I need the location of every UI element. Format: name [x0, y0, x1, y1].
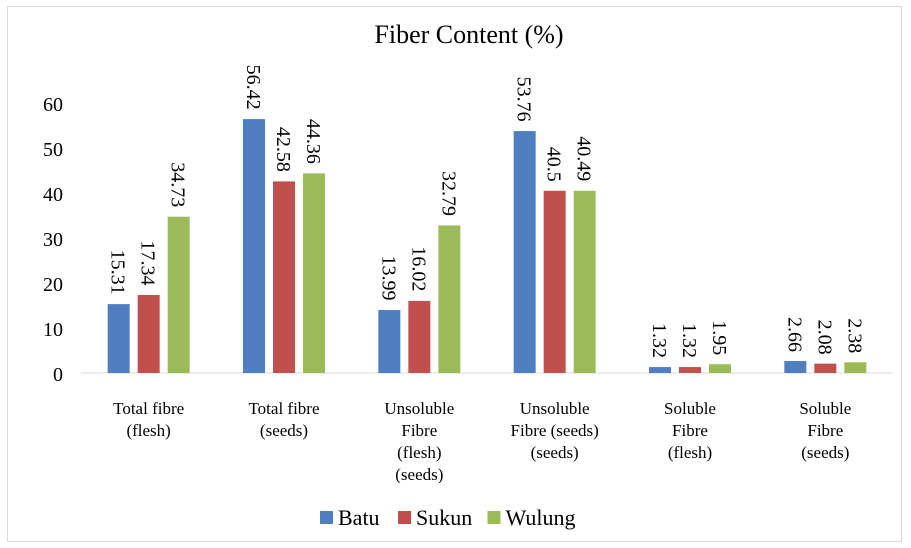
x-category-label: Fibre: [807, 421, 843, 440]
bar-wulung: [709, 364, 731, 373]
data-label: 34.73: [167, 162, 189, 207]
axes: 0 10 20 30 40 50 60: [43, 94, 893, 386]
x-category-label: Fibre: [672, 421, 708, 440]
legend-swatch-wulung: [487, 511, 501, 524]
x-category-label: Fibre (seeds): [511, 421, 599, 440]
data-label: 44.36: [302, 119, 324, 164]
fiber-content-chart: Fiber Content (%) 0 10 20 30 40 50 60 15.31 17.…: [43, 20, 893, 530]
bar-sukun: [273, 181, 295, 373]
x-category-label: (flesh): [668, 443, 712, 462]
x-category-label: (seeds): [531, 443, 579, 462]
legend-swatch-batu: [320, 511, 333, 524]
bar-wulung: [573, 190, 596, 373]
legend-label-batu: Batu: [338, 505, 380, 530]
bar-wulung: [438, 225, 461, 373]
bar-wulung: [303, 173, 325, 373]
x-category-label: (seeds): [260, 421, 308, 440]
x-category-label: Soluble: [799, 399, 851, 418]
data-label: 16.02: [407, 246, 429, 291]
data-label: 56.42: [242, 65, 264, 110]
data-label: 2.38: [843, 318, 865, 353]
x-category-label: Unsoluble: [520, 399, 590, 418]
x-category-label: Soluble: [664, 399, 716, 418]
legend: Batu Sukun Wulung: [320, 505, 576, 530]
bar-batu: [649, 367, 671, 373]
bars: 15.31 17.34 34.73 56.42 42.58 44.36 13.99 16.02…: [107, 65, 867, 373]
data-label: 1.32: [678, 323, 700, 358]
data-label: 13.99: [377, 256, 399, 301]
legend-label-wulung: Wulung: [506, 505, 576, 530]
data-label: 40.49: [573, 136, 595, 181]
y-tick-label: 10: [43, 319, 63, 341]
x-category-label: (seeds): [801, 443, 849, 462]
data-label: 42.58: [272, 127, 294, 172]
data-label: 53.76: [513, 77, 535, 122]
chart-title: Fiber Content (%): [374, 20, 563, 49]
bar-sukun: [408, 300, 431, 373]
x-category-label: (flesh): [126, 421, 170, 440]
bar-wulung: [167, 216, 190, 373]
bar-batu: [378, 310, 401, 373]
data-label: 17.34: [137, 240, 159, 285]
y-tick-label: 20: [43, 274, 63, 296]
data-label: 15.31: [107, 250, 129, 295]
y-tick-label: 30: [43, 229, 63, 251]
x-labels: Total fibre (flesh) Total fibre (seeds) Unso…: [113, 399, 851, 484]
legend-swatch-sukun: [398, 511, 411, 524]
bar-sukun: [814, 363, 837, 373]
x-category-label: (seeds): [395, 465, 443, 484]
data-label: 40.5: [543, 147, 565, 182]
data-label: 2.66: [783, 317, 805, 352]
x-category-label: Fibre: [401, 421, 437, 440]
bar-batu: [107, 304, 130, 373]
legend-label-sukun: Sukun: [416, 505, 472, 530]
bar-sukun: [137, 294, 160, 373]
bar-batu: [784, 361, 807, 373]
x-category-label: (flesh): [397, 443, 441, 462]
data-label: 1.95: [708, 320, 730, 355]
bar-sukun: [679, 367, 701, 373]
data-label: 32.79: [437, 171, 459, 216]
y-tick-label: 40: [43, 184, 63, 206]
x-category-label: Unsoluble: [384, 399, 454, 418]
x-category-label: Total fibre: [113, 399, 184, 418]
bar-batu: [243, 119, 265, 373]
y-tick-label: 50: [43, 139, 63, 161]
y-tick-label: 60: [43, 94, 63, 116]
chart-frame: Fiber Content (%) 0 10 20 30 40 50 60 15.31 17.…: [7, 6, 902, 542]
y-tick-label: 0: [53, 364, 63, 386]
bar-wulung: [844, 362, 867, 373]
data-label: 1.32: [648, 323, 670, 358]
bar-sukun: [543, 190, 566, 373]
data-label: 2.08: [813, 320, 835, 355]
x-category-label: Total fibre: [248, 399, 319, 418]
bar-batu: [513, 131, 536, 373]
